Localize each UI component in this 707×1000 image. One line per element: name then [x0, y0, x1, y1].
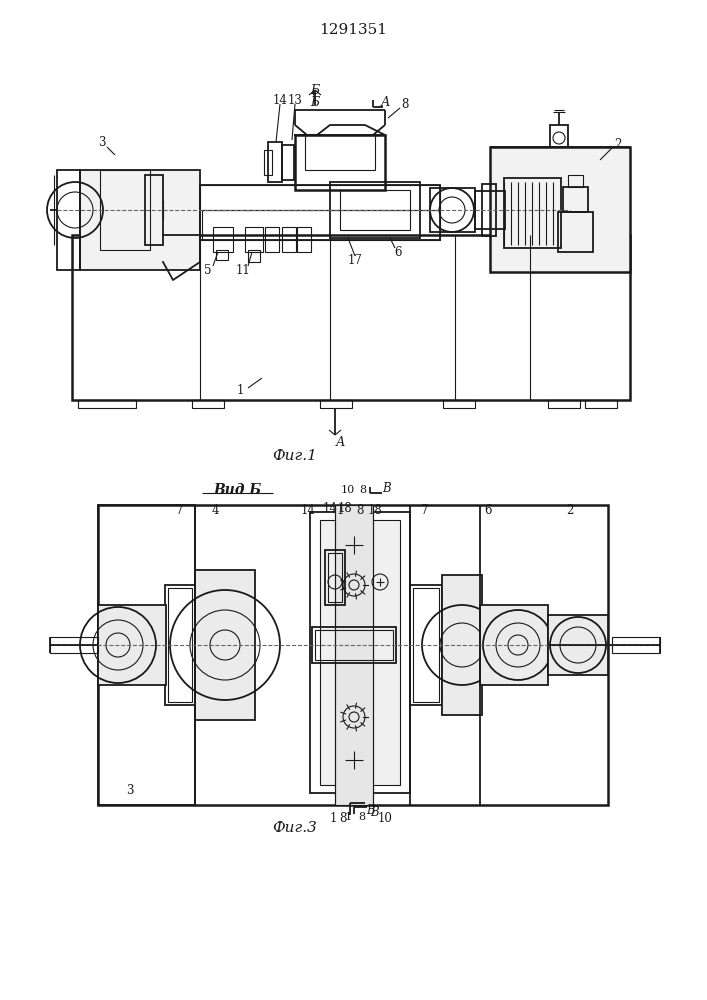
Text: 1: 1: [344, 812, 351, 822]
Bar: [430, 188, 475, 232]
Text: В: В: [370, 806, 378, 818]
Bar: [195, 570, 255, 720]
Bar: [165, 585, 195, 705]
Bar: [413, 588, 439, 702]
Text: В: В: [382, 483, 390, 495]
Bar: [216, 250, 228, 260]
Bar: [475, 191, 505, 229]
Bar: [145, 175, 163, 245]
Text: 11: 11: [235, 263, 250, 276]
Text: 14: 14: [322, 502, 337, 514]
Text: 10: 10: [341, 485, 355, 495]
Text: Фиг.1: Фиг.1: [273, 449, 317, 463]
Text: 8: 8: [359, 485, 366, 495]
Bar: [504, 178, 561, 248]
Text: 14: 14: [273, 94, 288, 106]
Text: 6: 6: [395, 245, 402, 258]
Text: 3: 3: [127, 784, 134, 796]
Bar: [585, 400, 617, 408]
Bar: [192, 400, 224, 408]
Text: 18: 18: [338, 502, 352, 514]
Text: 5: 5: [204, 263, 212, 276]
Bar: [558, 212, 593, 252]
Bar: [80, 170, 200, 270]
Text: 7: 7: [421, 504, 428, 516]
Text: Б: Б: [310, 97, 320, 109]
Text: 8: 8: [402, 99, 409, 111]
Bar: [563, 187, 588, 212]
Text: 1: 1: [236, 383, 244, 396]
Bar: [310, 512, 410, 793]
Bar: [443, 400, 475, 408]
Bar: [612, 637, 660, 653]
Text: Вид Б: Вид Б: [213, 483, 261, 497]
Bar: [200, 185, 440, 240]
Bar: [550, 125, 568, 147]
Bar: [264, 150, 272, 175]
Bar: [482, 184, 496, 236]
Text: 8: 8: [358, 812, 366, 822]
Bar: [200, 185, 440, 210]
Bar: [305, 135, 375, 170]
Text: Фиг.3: Фиг.3: [273, 821, 317, 835]
Bar: [282, 145, 294, 180]
Bar: [50, 637, 98, 653]
Bar: [340, 190, 410, 230]
Bar: [245, 227, 263, 252]
Bar: [265, 227, 279, 252]
Bar: [202, 210, 440, 240]
Bar: [282, 227, 296, 252]
Text: 2: 2: [566, 504, 573, 516]
Bar: [325, 550, 345, 605]
Bar: [98, 505, 195, 805]
Text: 10: 10: [378, 812, 392, 824]
Bar: [335, 505, 373, 805]
Bar: [295, 135, 385, 190]
Text: 1: 1: [329, 812, 337, 824]
Text: 17: 17: [348, 253, 363, 266]
Bar: [57, 170, 80, 270]
Bar: [320, 520, 400, 785]
Text: В: В: [366, 804, 374, 816]
Bar: [78, 400, 136, 408]
Bar: [328, 553, 342, 602]
Text: 3: 3: [98, 136, 106, 149]
Bar: [268, 142, 282, 182]
Text: 14: 14: [300, 504, 315, 516]
Bar: [410, 585, 442, 705]
Text: 7: 7: [176, 504, 184, 516]
Text: 1: 1: [337, 504, 344, 516]
Bar: [480, 605, 548, 685]
Text: Б: Б: [310, 85, 320, 98]
Bar: [320, 400, 352, 408]
Bar: [330, 182, 420, 238]
Bar: [248, 250, 260, 262]
Bar: [168, 588, 192, 702]
Bar: [312, 627, 396, 663]
Bar: [213, 227, 233, 252]
Text: 1291351: 1291351: [319, 23, 387, 37]
Text: А: А: [380, 97, 390, 109]
Bar: [548, 615, 608, 675]
Bar: [442, 575, 482, 715]
Bar: [490, 147, 630, 272]
Bar: [98, 605, 166, 685]
Text: 2: 2: [614, 138, 621, 151]
Bar: [297, 227, 311, 252]
Text: 13: 13: [288, 94, 303, 106]
Bar: [100, 170, 150, 250]
Bar: [568, 175, 583, 187]
Text: 6: 6: [484, 504, 492, 516]
Text: 8: 8: [339, 812, 346, 824]
Bar: [72, 235, 630, 400]
Text: 18: 18: [368, 504, 382, 516]
Text: 8: 8: [356, 504, 363, 516]
Bar: [548, 400, 580, 408]
Bar: [315, 630, 393, 660]
Text: А: А: [335, 436, 345, 448]
Text: 4: 4: [211, 504, 218, 516]
Bar: [98, 505, 608, 805]
